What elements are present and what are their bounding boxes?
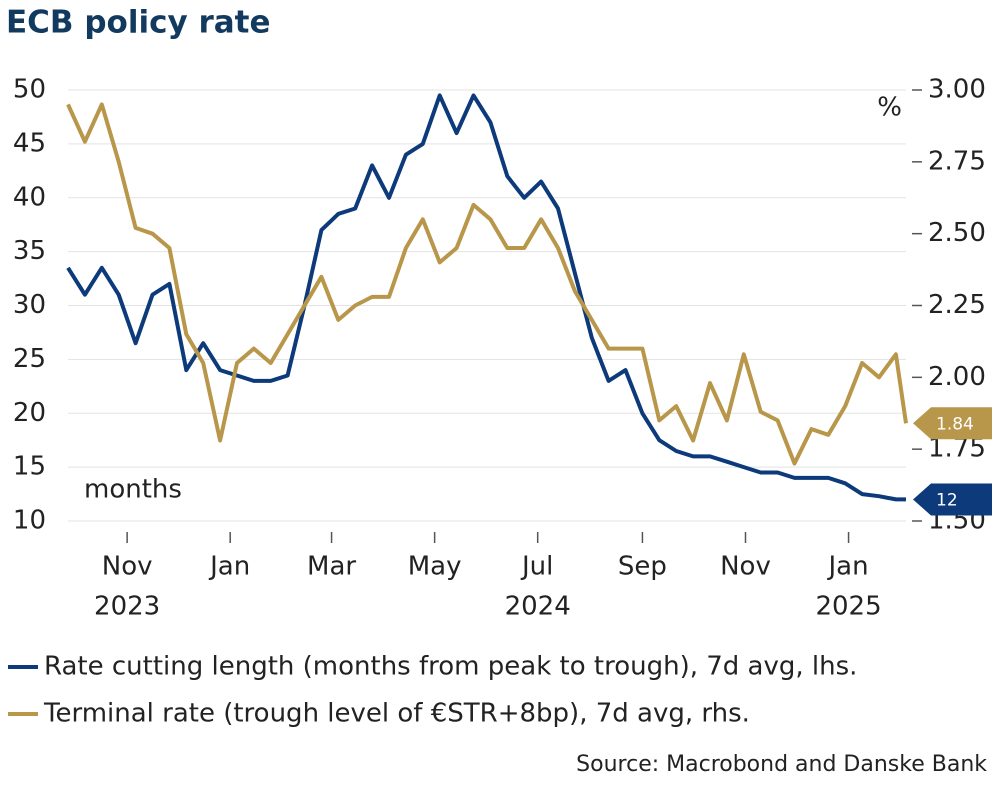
y2-tick-label: 2.00: [928, 362, 986, 392]
x-year-label: 2024: [505, 592, 571, 622]
y2-tick-label: 2.25: [928, 290, 986, 320]
legend-label: Rate cutting length (months from peak to…: [44, 652, 857, 682]
chart-title: ECB policy rate: [6, 5, 271, 41]
end-label: 1.84: [936, 414, 974, 434]
y2-axis-label: %: [877, 93, 902, 123]
y-tick-label: 25: [13, 344, 46, 374]
x-tick-label: Jan: [208, 552, 250, 582]
end-callout: [913, 483, 992, 516]
y2-tick-label: 2.75: [928, 146, 986, 176]
legend-label: Terminal rate (trough level of €STR+8bp)…: [43, 699, 750, 729]
x-tick-label: Nov: [102, 552, 153, 582]
x-tick-label: Mar: [307, 552, 356, 582]
y2-tick-label: 3.00: [928, 75, 986, 105]
y-tick-label: 40: [13, 182, 46, 212]
y-tick-label: 15: [13, 452, 46, 482]
x-tick-label: Nov: [720, 552, 771, 582]
line-series: [66, 102, 908, 466]
line-series: [66, 93, 906, 502]
y-axis-label: months: [84, 475, 182, 505]
y-tick-label: 45: [13, 128, 46, 158]
x-year-label: 2023: [94, 592, 160, 622]
x-tick-label: Jan: [827, 552, 869, 582]
x-tick-label: Jul: [520, 552, 553, 582]
x-tick-label: Sep: [618, 552, 667, 582]
source: Source: Macrobond and Danske Bank: [576, 752, 987, 777]
y-tick-label: 30: [13, 290, 46, 320]
y-tick-label: 50: [13, 75, 46, 105]
x-year-label: 2025: [815, 592, 881, 622]
end-label: 12: [936, 490, 958, 510]
x-tick-label: May: [408, 552, 462, 582]
y-tick-label: 10: [13, 506, 46, 536]
y2-tick-label: 2.50: [928, 218, 986, 248]
y-tick-label: 35: [13, 236, 46, 266]
y-tick-label: 20: [13, 398, 46, 428]
end-callout: [913, 407, 992, 440]
